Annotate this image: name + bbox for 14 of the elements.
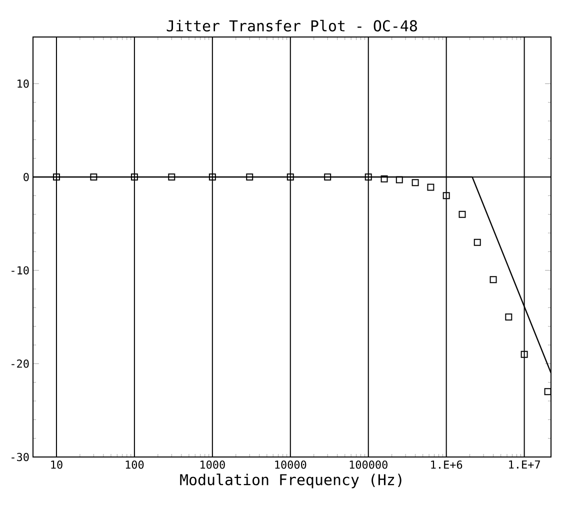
x-tick-label: 10 bbox=[51, 460, 62, 469]
y-tick-label: -30 bbox=[12, 452, 29, 462]
x-tick-label: 1.E+7 bbox=[509, 460, 540, 469]
y-tick-label: -10 bbox=[12, 266, 29, 274]
x-tick-label: 10000 bbox=[275, 460, 306, 469]
x-tick-label: 1.E+6 bbox=[431, 460, 462, 469]
x-tick-label: 1000 bbox=[200, 460, 225, 469]
chart-title: Jitter Transfer Plot - OC-48 bbox=[166, 20, 417, 32]
y-tick-label: 10 bbox=[18, 80, 29, 88]
y-tick-label: -20 bbox=[12, 360, 29, 368]
x-tick-label: 100000 bbox=[350, 460, 388, 469]
x-tick-label: 100 bbox=[126, 460, 144, 469]
x-axis-title: Modulation Frequency (Hz) bbox=[180, 474, 402, 488]
y-tick-label: 0 bbox=[24, 172, 29, 182]
